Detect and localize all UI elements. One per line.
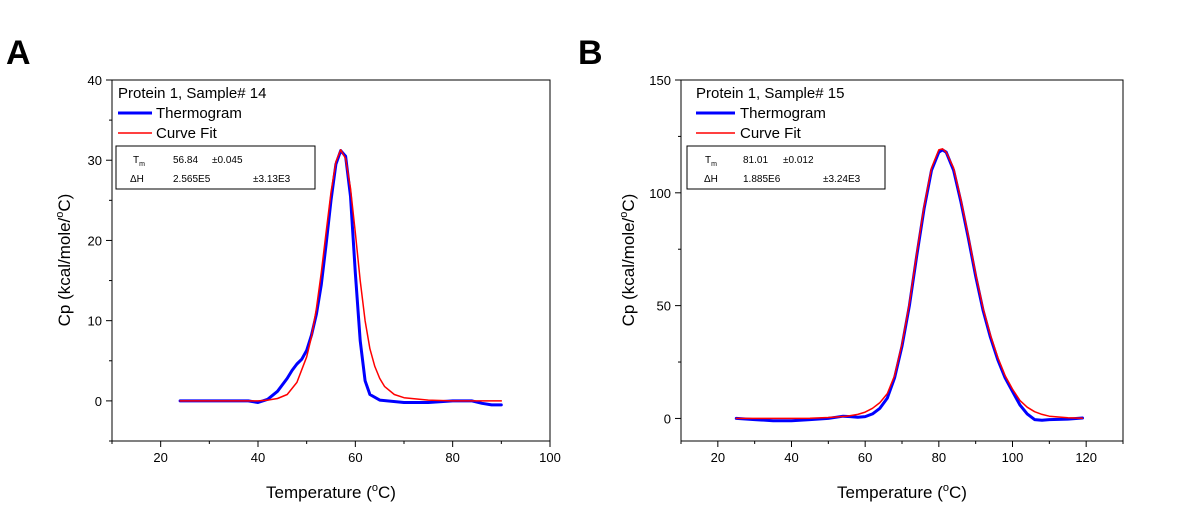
param-tm-name-b: Tm — [705, 155, 717, 168]
param-dh-error-b: ±3.24E3 — [823, 174, 861, 185]
series-group-a — [178, 149, 503, 407]
legend-label-thermogram-b: Thermogram — [740, 105, 826, 122]
x-tick-label-a: 80 — [445, 450, 459, 465]
param-tm-value-b: 81.01 — [743, 155, 768, 166]
x-tick-label-b: 20 — [711, 450, 725, 465]
plot-frame-a — [111, 79, 551, 442]
series-line-curve-fit-b — [735, 148, 1084, 420]
legend-label-thermogram-a: Thermogram — [156, 105, 242, 122]
ticks-b: 20 40 60 80 100 120 0 50 100 150 — [649, 73, 1124, 465]
param-tm-value-a: 56.84 — [173, 155, 198, 166]
fit-params-box-a — [115, 145, 316, 190]
legend-label-curvefit-a: Curve Fit — [156, 125, 218, 142]
y-tick-label-b: 150 — [649, 73, 671, 88]
param-tm-name-a: Tm — [133, 155, 145, 168]
param-tm-error-a: ±0.045 — [212, 155, 243, 166]
legend-title-b: Protein 1, Sample# 15 — [696, 85, 844, 102]
y-axis-title-b: Cp (kcal/mole/oC) — [618, 194, 638, 327]
chart-panel-a: A 20 40 60 80 100 0 10 20 30 40 Protein 1, Sample… — [6, 34, 561, 502]
x-tick-label-b: 40 — [784, 450, 798, 465]
x-tick-label-b: 120 — [1075, 450, 1097, 465]
series-line-curve-fit-a — [179, 149, 503, 402]
param-dh-error-a: ±3.13E3 — [253, 174, 291, 185]
y-tick-label-a: 20 — [88, 233, 102, 248]
x-tick-label-b: 100 — [1002, 450, 1024, 465]
x-tick-label-b: 60 — [858, 450, 872, 465]
y-tick-label-a: 30 — [88, 153, 102, 168]
y-tick-label-b: 100 — [649, 186, 671, 201]
legend-title-a: Protein 1, Sample# 14 — [118, 85, 266, 102]
y-tick-label-b: 0 — [664, 411, 671, 426]
param-tm-error-b: ±0.012 — [783, 155, 814, 166]
x-tick-label-a: 40 — [251, 450, 265, 465]
series-group-b — [734, 148, 1084, 423]
x-tick-label-a: 60 — [348, 450, 362, 465]
x-axis-title-b: Temperature (oC) — [837, 482, 967, 502]
x-tick-label-b: 80 — [932, 450, 946, 465]
legend-label-curvefit-b: Curve Fit — [740, 125, 802, 142]
panel-letter-b: B — [578, 34, 603, 72]
x-axis-title-a: Temperature (oC) — [266, 482, 396, 502]
ticks-a: 20 40 60 80 100 0 10 20 30 40 — [88, 73, 561, 465]
y-tick-label-a: 40 — [88, 73, 102, 88]
series-line-thermogram-b — [734, 148, 1084, 423]
param-dh-value-b: 1.885E6 — [743, 174, 781, 185]
y-tick-label-b: 50 — [657, 299, 671, 314]
param-dh-name-a: ΔH — [130, 174, 144, 185]
series-line-thermogram-a — [178, 149, 503, 407]
param-dh-name-b: ΔH — [704, 174, 718, 185]
chart-panel-b: B 20 40 60 80 100 120 0 50 100 150 Protein 1, Sam… — [578, 34, 1124, 502]
param-dh-value-a: 2.565E5 — [173, 174, 211, 185]
panel-letter-a: A — [6, 34, 31, 72]
fit-params-box-b — [686, 145, 886, 190]
y-axis-title-a: Cp (kcal/mole/oC) — [54, 194, 74, 327]
x-tick-label-a: 20 — [153, 450, 167, 465]
y-tick-label-a: 10 — [88, 314, 102, 329]
y-tick-label-a: 0 — [95, 394, 102, 409]
x-tick-label-a: 100 — [539, 450, 561, 465]
